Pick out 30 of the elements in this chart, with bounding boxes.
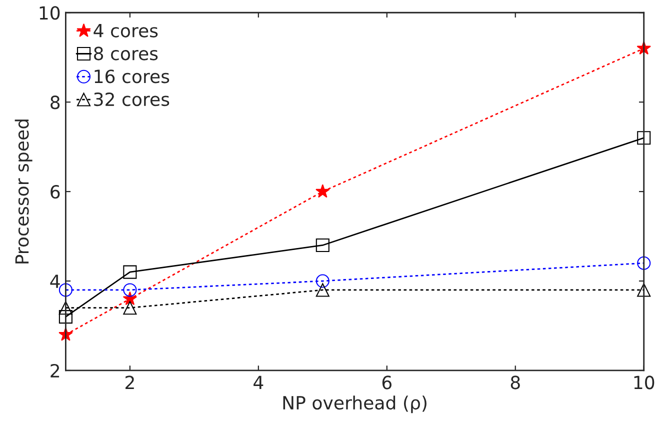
point xyxy=(637,131,651,145)
point xyxy=(637,283,651,297)
x-tick-label: 4 xyxy=(254,376,264,390)
point xyxy=(123,301,137,315)
legend-label: 32 cores xyxy=(94,92,170,106)
point xyxy=(316,283,330,297)
point xyxy=(123,265,137,279)
x-axis-title: NP overhead (ρ) xyxy=(283,396,426,414)
point xyxy=(316,274,330,288)
legend-label: 16 cores xyxy=(94,70,170,84)
y-axis-title: Processor speed xyxy=(14,120,32,264)
x-tick-label: 8 xyxy=(510,376,520,390)
point xyxy=(58,301,72,315)
point xyxy=(58,310,72,324)
y-tick-label: 2 xyxy=(50,364,60,378)
point xyxy=(637,256,651,270)
point xyxy=(316,184,330,198)
y-tick-label: 10 xyxy=(40,6,60,20)
x-tick-label: 2 xyxy=(126,376,134,390)
y-tick-label: 4 xyxy=(50,274,60,288)
point xyxy=(58,283,72,297)
point xyxy=(122,291,138,306)
legend-label: 8 cores xyxy=(94,46,158,60)
point xyxy=(123,283,137,297)
legend-label: 4 cores xyxy=(94,24,158,38)
point xyxy=(316,238,330,252)
x-tick-label: 10 xyxy=(634,376,654,390)
y-tick-label: 8 xyxy=(50,96,60,110)
x-tick-label: 6 xyxy=(382,376,392,390)
y-tick-label: 6 xyxy=(50,185,60,199)
